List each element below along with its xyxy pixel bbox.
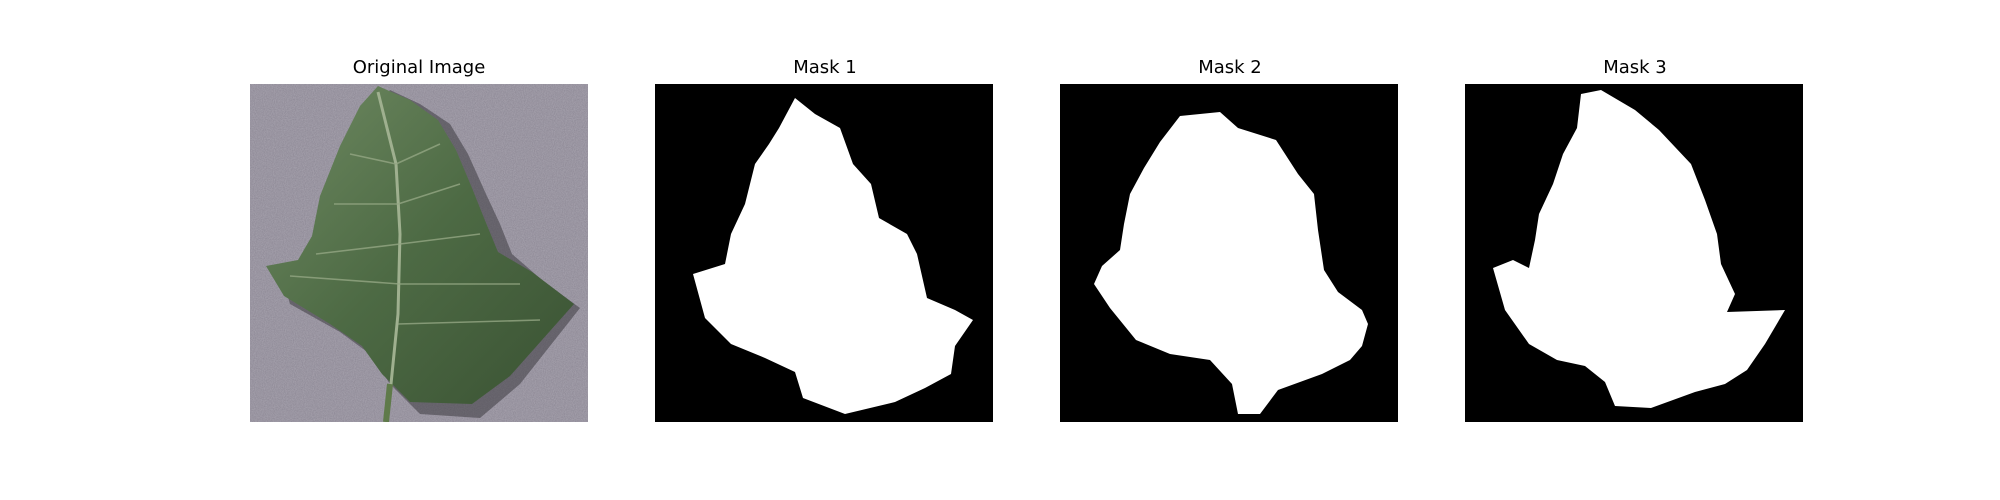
mask-1-region (693, 98, 973, 414)
mask-3-canvas (1465, 84, 1803, 422)
mask-2-canvas (1060, 84, 1398, 422)
leaf-midrib (376, 91, 402, 395)
panel-title-mask-2: Mask 2 (1198, 57, 1262, 78)
leaf-photo (250, 84, 588, 422)
mask-2-image (1060, 84, 1398, 422)
mask-1-canvas (655, 84, 993, 422)
panel-title-original: Original Image (352, 57, 486, 78)
leaf-stem (383, 383, 393, 422)
mask-2-region (1094, 112, 1368, 414)
panel-title-mask-3: Mask 3 (1603, 57, 1667, 78)
mask-3-image (1465, 84, 1803, 422)
leaf-shape (266, 86, 574, 404)
panel-title-mask-1: Mask 1 (793, 57, 857, 78)
mask-1-image (655, 84, 993, 422)
mask-3-region (1493, 90, 1785, 408)
original-image (250, 84, 588, 422)
